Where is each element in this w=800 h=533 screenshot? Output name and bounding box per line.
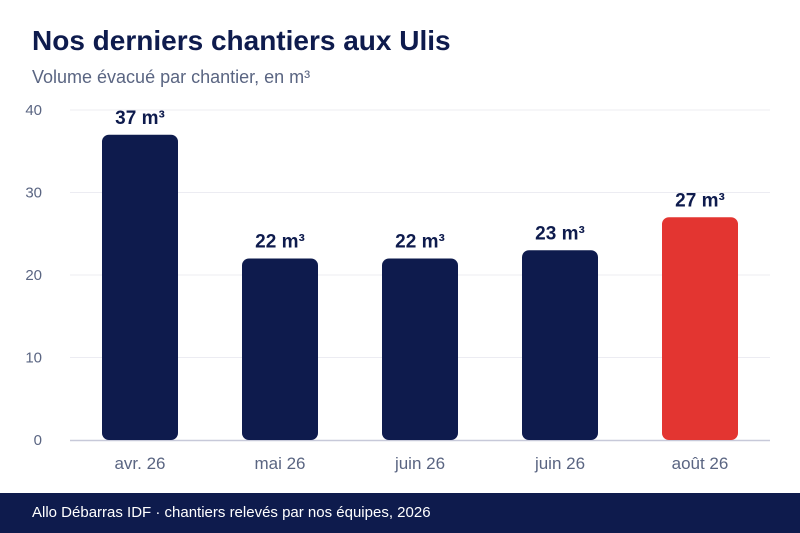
x-tick-label: juin 26 bbox=[534, 454, 585, 473]
bar-chart: 0 10 20 30 40 37 m³ avr. 26 22 m³ mai 26 22 m³ jui… bbox=[25, 102, 770, 473]
bar bbox=[242, 258, 318, 440]
footer-bar: Allo Débarras IDF · chantiers relevés pa… bbox=[0, 493, 800, 533]
bar-value-label: 37 m³ bbox=[115, 108, 165, 129]
y-tick-label: 40 bbox=[25, 102, 42, 119]
x-tick-label: avr. 26 bbox=[114, 454, 165, 473]
y-tick-label: 10 bbox=[25, 350, 42, 367]
y-tick-label: 20 bbox=[25, 267, 42, 284]
bar bbox=[102, 134, 178, 440]
x-tick-label: mai 26 bbox=[254, 454, 305, 473]
bar-value-label: 22 m³ bbox=[395, 232, 445, 253]
bar-value-label: 22 m³ bbox=[255, 232, 305, 253]
bar-value-label: 27 m³ bbox=[675, 190, 725, 211]
footer-source-text: Allo Débarras IDF · chantiers relevés pa… bbox=[32, 504, 431, 521]
bar-value-label: 23 m³ bbox=[535, 223, 585, 244]
bar bbox=[522, 250, 598, 440]
bar bbox=[662, 217, 738, 440]
chart-title: Nos derniers chantiers aux Ulis bbox=[32, 25, 451, 56]
x-tick-label: juin 26 bbox=[394, 454, 445, 473]
chart-subtitle: Volume évacué par chantier, en m³ bbox=[32, 67, 311, 87]
y-tick-label: 0 bbox=[34, 432, 42, 449]
x-tick-label: août 26 bbox=[672, 454, 729, 473]
y-tick-label: 30 bbox=[25, 185, 42, 202]
bar bbox=[382, 258, 458, 440]
